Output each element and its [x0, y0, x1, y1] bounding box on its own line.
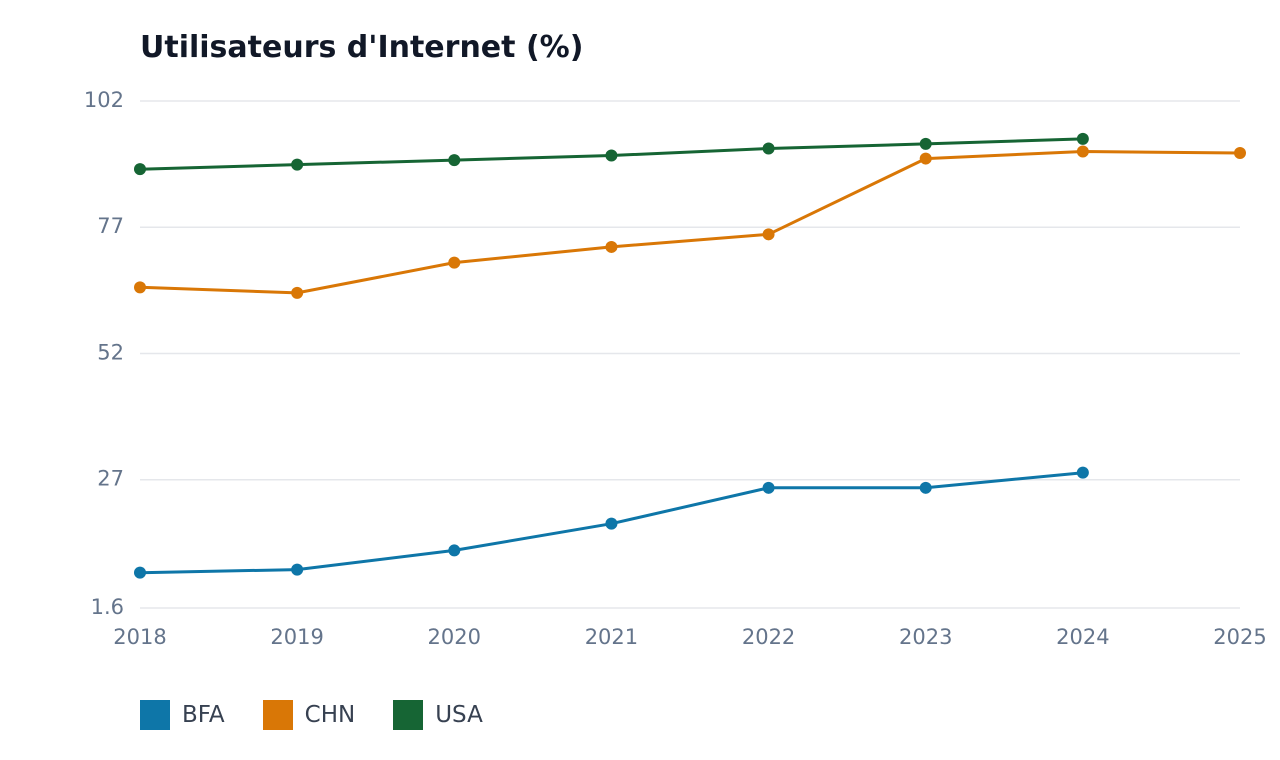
data-point-bfa	[134, 566, 146, 579]
x-tick-label: 2024	[1056, 625, 1109, 649]
x-tick-label: 2025	[1213, 625, 1266, 649]
legend-swatch	[262, 700, 293, 730]
y-axis-ticks: 1.6 27 52 77 102	[84, 88, 124, 619]
y-tick-label: 27	[97, 467, 124, 491]
x-axis-ticks: 2018 2019 2020 2021 2022 2023 2024 2025	[113, 625, 1266, 649]
data-point-bfa	[762, 481, 775, 494]
data-point-bfa	[919, 481, 932, 494]
y-tick-label: 77	[97, 214, 124, 238]
data-point-chn	[1076, 145, 1089, 158]
legend: BFA CHN USA	[140, 700, 521, 730]
data-point-usa	[605, 149, 618, 162]
x-tick-label: 2019	[270, 625, 323, 649]
legend-swatch	[393, 700, 424, 730]
legend-item-usa: USA	[393, 700, 483, 730]
y-tick-label: 52	[97, 340, 124, 364]
data-point-chn	[762, 228, 775, 241]
y-tick-label: 1.6	[91, 595, 124, 619]
legend-item-chn: CHN	[262, 700, 356, 730]
data-point-usa	[448, 154, 461, 167]
x-tick-label: 2021	[585, 625, 638, 649]
grid-lines	[140, 100, 1240, 609]
legend-swatch	[140, 700, 170, 730]
data-point-usa	[1076, 132, 1089, 145]
data-point-bfa	[448, 544, 461, 557]
legend-label: USA	[435, 702, 483, 728]
data-point-chn	[919, 152, 932, 165]
x-tick-label: 2022	[742, 625, 795, 649]
data-point-usa	[762, 142, 775, 155]
y-tick-label: 102	[84, 88, 124, 112]
data-point-bfa	[291, 563, 304, 576]
data-points	[134, 132, 1246, 579]
series-line-chn	[138, 150, 1242, 295]
data-point-chn	[1234, 147, 1246, 160]
data-point-usa	[919, 137, 932, 150]
legend-item-bfa: BFA	[140, 700, 225, 730]
data-point-chn	[448, 256, 461, 269]
data-point-chn	[134, 281, 146, 294]
series-lines	[138, 137, 1242, 575]
data-point-bfa	[605, 517, 618, 530]
x-tick-label: 2020	[428, 625, 481, 649]
data-point-bfa	[1076, 466, 1089, 479]
legend-label: CHN	[304, 702, 356, 728]
legend-label: BFA	[182, 702, 225, 728]
x-tick-label: 2023	[899, 625, 952, 649]
data-point-usa	[291, 158, 304, 171]
data-point-usa	[134, 163, 146, 176]
data-point-chn	[605, 240, 618, 253]
chart-title: Utilisateurs d'Internet (%)	[140, 30, 584, 65]
x-tick-label: 2018	[113, 625, 166, 649]
data-point-chn	[291, 286, 304, 299]
